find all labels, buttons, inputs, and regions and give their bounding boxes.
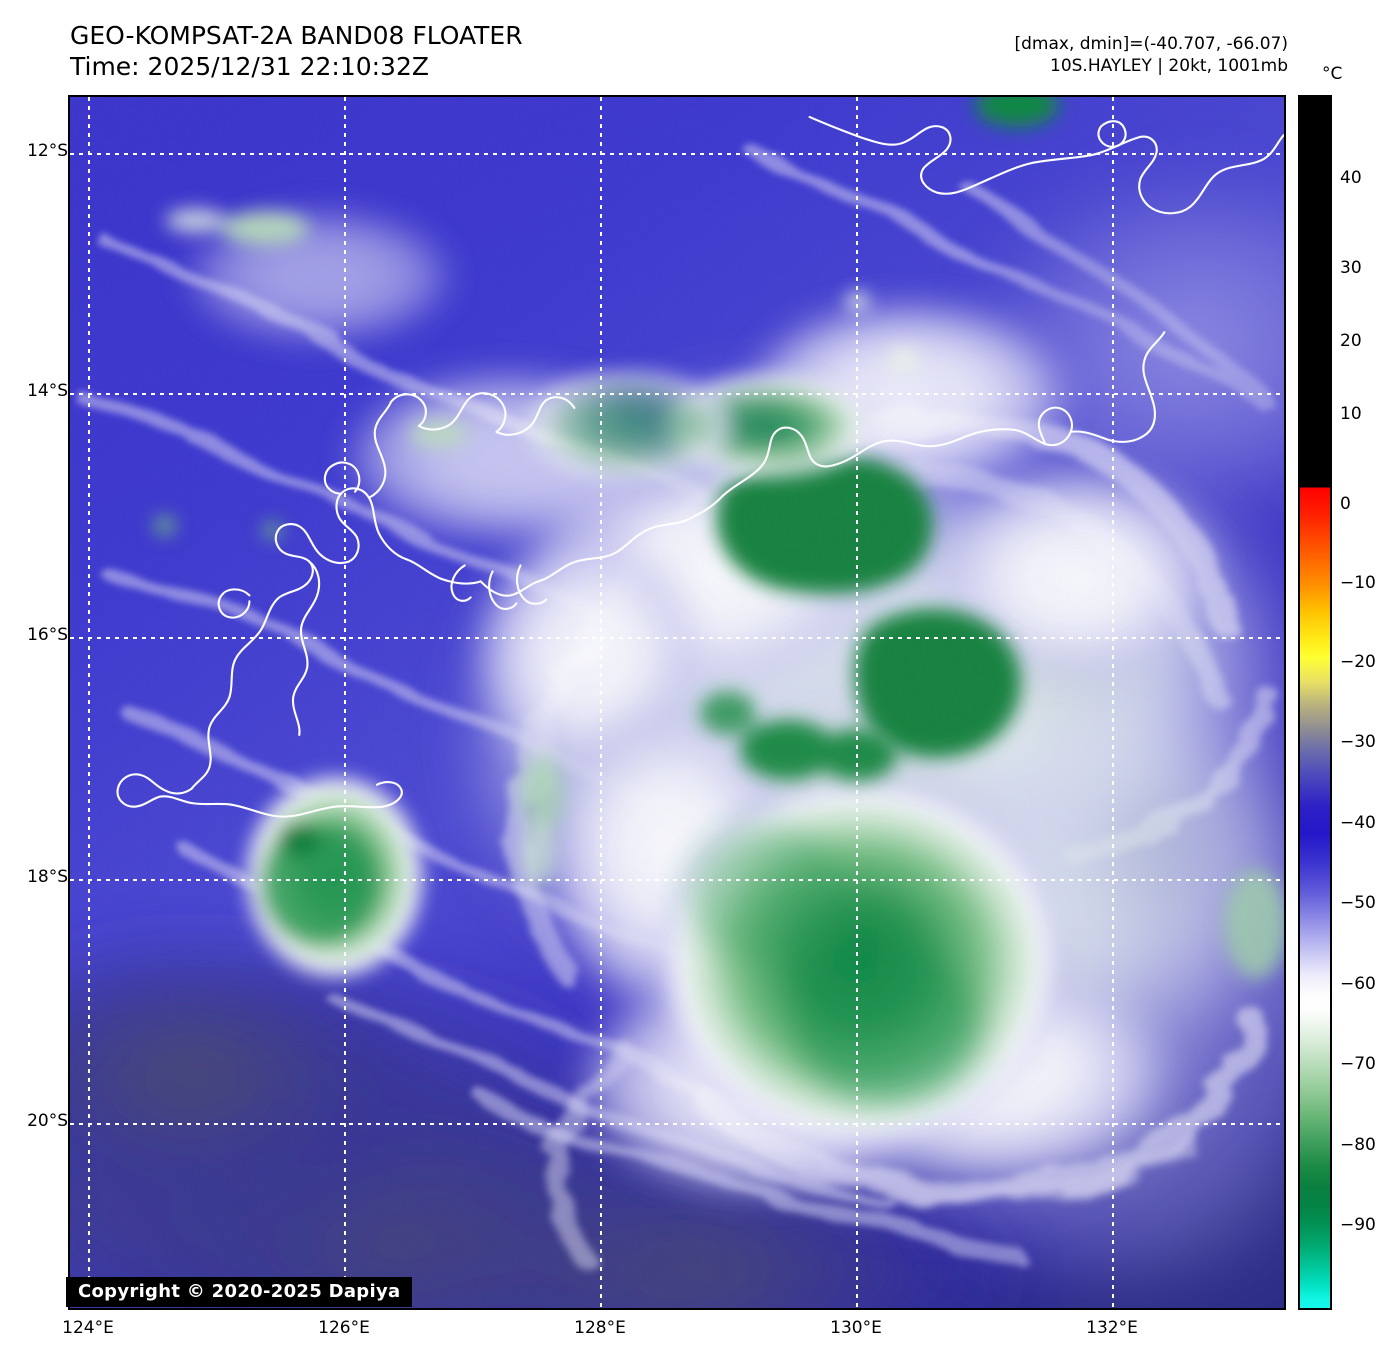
ytick-16s: 16°S (27, 625, 68, 645)
cbtick-0: 0 (1340, 494, 1351, 514)
dmax-dmin-label: [dmax, dmin]=(-40.707, -66.07) (1014, 34, 1289, 54)
cbtick-neg40: −40 (1340, 813, 1376, 833)
cbtick-neg50: −50 (1340, 893, 1376, 913)
cbtick-10: 10 (1340, 404, 1362, 424)
ytick-12s: 12°S (27, 141, 68, 161)
cbtick-30: 30 (1340, 258, 1362, 278)
xtick-130e: 130°E (830, 1318, 882, 1338)
cbtick-neg20: −20 (1340, 652, 1376, 672)
copyright-banner: Copyright © 2020-2025 Dapiya (66, 1277, 413, 1307)
metadata-block: [dmax, dmin]=(-40.707, -66.07) 10S.HAYLE… (1015, 33, 1289, 77)
temperature-colorbar[interactable] (1298, 95, 1332, 1310)
page-title: GEO-KOMPSAT-2A BAND08 FLOATER (70, 21, 523, 50)
cbtick-neg10: −10 (1340, 573, 1376, 593)
ytick-20s: 20°S (27, 1111, 68, 1131)
timestamp-label: Time: 2025/12/31 22:10:32Z (70, 52, 429, 81)
satellite-image-plot[interactable] (68, 95, 1286, 1310)
cbtick-neg90: −90 (1340, 1215, 1376, 1235)
colorbar-unit-label: °C (1322, 64, 1343, 84)
cbtick-neg70: −70 (1340, 1054, 1376, 1074)
xtick-132e: 132°E (1086, 1318, 1138, 1338)
xtick-128e: 128°E (574, 1318, 626, 1338)
ytick-18s: 18°S (27, 867, 68, 887)
cbtick-neg80: −80 (1340, 1135, 1376, 1155)
cbtick-40: 40 (1340, 168, 1362, 188)
ytick-14s: 14°S (27, 381, 68, 401)
cbtick-20: 20 (1340, 331, 1362, 351)
storm-info-label: 10S.HAYLEY | 20kt, 1001mb (1050, 56, 1288, 76)
cbtick-neg60: −60 (1340, 974, 1376, 994)
title-block: GEO-KOMPSAT-2A BAND08 FLOATER Time: 2025… (70, 20, 523, 82)
cbtick-neg30: −30 (1340, 732, 1376, 752)
xtick-126e: 126°E (318, 1318, 370, 1338)
satellite-ir-raster (70, 97, 1284, 1308)
xtick-124e: 124°E (62, 1318, 114, 1338)
